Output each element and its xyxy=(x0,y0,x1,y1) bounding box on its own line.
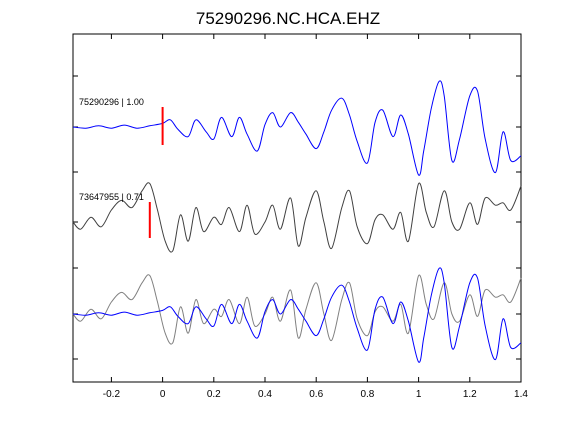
trace-labels: 75290296 | 1.00 73647955 | 0.71 xyxy=(79,97,144,202)
axis-ticks: -0.2 0 0.2 0.4 0.6 0.8 1 1.2 1.4 xyxy=(73,34,528,400)
x-tick-label: 0.6 xyxy=(309,389,323,400)
trace-2-line xyxy=(72,182,522,253)
x-tick-label: 0.8 xyxy=(360,389,374,400)
trace-2-label: 73647955 | 0.71 xyxy=(79,192,144,202)
chart-title: 75290296.NC.HCA.EHZ xyxy=(196,9,380,28)
x-tick-label: 0.4 xyxy=(258,389,272,400)
x-tick-label: 1.2 xyxy=(463,389,477,400)
trace-1-label: 75290296 | 1.00 xyxy=(79,97,144,107)
x-tick-label: 0.2 xyxy=(207,389,221,400)
trace-1-line xyxy=(72,80,522,176)
trace-group xyxy=(72,80,522,363)
x-tick-label: 0 xyxy=(160,389,166,400)
overlay-trace-1-line xyxy=(72,267,522,363)
x-tick-label: 1.4 xyxy=(514,389,528,400)
x-tick-label: 1 xyxy=(416,389,422,400)
plot-frame xyxy=(72,33,522,383)
x-tick-label: -0.2 xyxy=(103,389,121,400)
overlay-trace-2-line xyxy=(72,274,522,345)
